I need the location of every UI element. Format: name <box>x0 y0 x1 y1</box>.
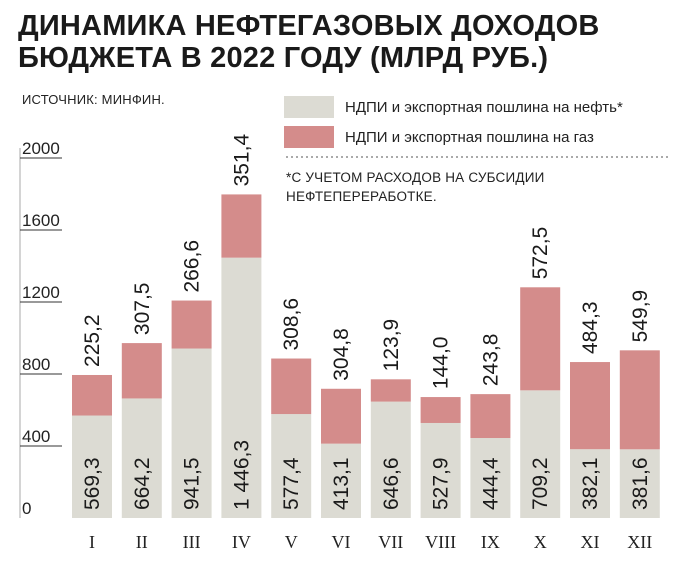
bar-gas <box>72 374 112 416</box>
bar-oil <box>370 401 411 518</box>
x-axis-labels: I II III IV V VI VII VIII IX X XI XII <box>89 532 652 552</box>
value-label-oil: 382,1 <box>579 457 602 510</box>
bar-oil <box>171 348 212 518</box>
bar-gas <box>470 394 511 439</box>
footnote-line-2: НЕФТЕПЕРЕРАБОТКЕ. <box>286 189 437 204</box>
value-label-gas: 123,9 <box>380 319 403 372</box>
bars: 569,3 225,2 664,2 307,5 941,5 266,6 1 446,3 351… <box>72 134 660 518</box>
bar-oil <box>121 398 162 518</box>
value-label-gas: 243,8 <box>479 334 502 387</box>
bar-gas <box>520 287 561 391</box>
y-tick-label: 800 <box>22 355 50 374</box>
legend-label-oil: НДПИ и экспортная пошлина на нефть* <box>345 99 623 116</box>
bar-oil <box>221 257 262 518</box>
bar-gas <box>420 397 461 423</box>
bar-oil <box>520 390 561 518</box>
y-tick-label: 1200 <box>22 283 60 302</box>
legend-swatch-oil <box>284 96 334 118</box>
y-tick-label: 1600 <box>22 211 60 230</box>
bar-oil <box>619 449 660 518</box>
bar-gas <box>570 362 610 450</box>
x-category-label: I <box>89 532 95 552</box>
x-category-label: III <box>183 532 201 552</box>
value-label-oil: 413,1 <box>330 457 353 510</box>
value-label-oil: 941,5 <box>181 457 204 510</box>
x-category-label: XII <box>627 532 652 552</box>
value-label-gas: 225,2 <box>81 314 104 367</box>
x-category-label: V <box>285 532 298 552</box>
bar-gas <box>171 300 212 349</box>
bar-gas <box>271 358 312 415</box>
bar-oil <box>271 414 312 518</box>
x-category-label: X <box>534 532 547 552</box>
bar-gas <box>121 343 162 399</box>
y-tick-label: 2000 <box>22 139 60 158</box>
value-label-oil: 646,6 <box>380 457 403 510</box>
value-label-gas: 144,0 <box>430 336 453 389</box>
x-category-label: VII <box>378 532 403 552</box>
footnote-line-1: *С УЧЕТОМ РАСХОДОВ НА СУБСИДИИ <box>286 170 545 185</box>
value-label-gas: 351,4 <box>230 134 253 187</box>
value-label-oil: 577,4 <box>280 457 303 510</box>
legend-swatch-gas <box>284 126 334 148</box>
x-category-label: VIII <box>425 532 456 552</box>
value-label-oil: 709,2 <box>529 457 552 510</box>
bar-gas <box>221 194 262 258</box>
value-label-gas: 308,6 <box>280 298 303 351</box>
bar-gas <box>370 379 411 402</box>
value-label-oil: 381,6 <box>629 457 652 510</box>
value-label-oil: 444,4 <box>479 457 502 510</box>
x-category-label: IV <box>232 532 251 552</box>
x-category-label: XI <box>581 532 600 552</box>
value-label-oil: 1 446,3 <box>230 440 253 510</box>
bar-oil <box>321 443 361 518</box>
chart-title: ДИНАМИКА НЕФТЕГАЗОВЫХ ДОХОДОВ БЮДЖЕТА В … <box>18 10 600 74</box>
source-note: ИСТОЧНИК: МИНФИН. <box>22 92 165 107</box>
bar-gas <box>619 350 660 450</box>
value-label-gas: 484,3 <box>579 301 602 354</box>
x-category-label: VI <box>332 532 351 552</box>
chart-title-line-1: ДИНАМИКА НЕФТЕГАЗОВЫХ ДОХОДОВ <box>18 10 600 42</box>
y-tick-label: 400 <box>22 427 50 446</box>
value-label-gas: 266,6 <box>181 240 204 293</box>
bar-gas <box>321 388 361 444</box>
bar-oil <box>420 422 461 518</box>
bar-oil <box>570 449 610 518</box>
value-label-gas: 307,5 <box>131 283 154 336</box>
value-label-oil: 527,9 <box>430 457 453 510</box>
value-label-gas: 304,8 <box>330 328 353 381</box>
value-label-oil: 664,2 <box>131 457 154 510</box>
legend: НДПИ и экспортная пошлина на нефть* НДПИ… <box>284 96 668 204</box>
value-label-gas: 572,5 <box>529 227 552 280</box>
x-category-label: II <box>136 532 148 552</box>
legend-label-gas: НДПИ и экспортная пошлина на газ <box>345 129 594 146</box>
value-label-oil: 569,3 <box>81 457 104 510</box>
chart-title-line-2: БЮДЖЕТА В 2022 ГОДУ (МЛРД РУБ.) <box>18 42 549 74</box>
bar-oil <box>72 415 112 518</box>
bar-oil <box>470 438 511 518</box>
x-category-label: IX <box>481 532 500 552</box>
y-axis: 0 400 800 1200 1600 2000 <box>19 139 62 518</box>
y-tick-label: 0 <box>22 499 31 518</box>
value-label-gas: 549,9 <box>629 290 652 343</box>
